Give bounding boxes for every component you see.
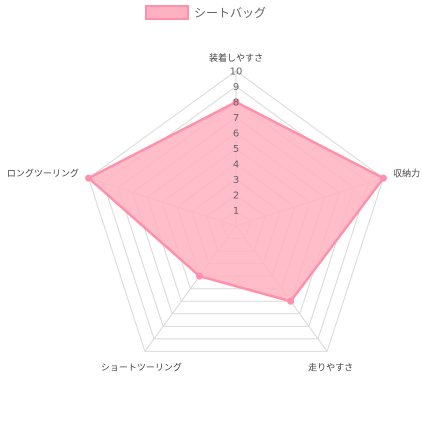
tick-label: 4 [233,160,239,171]
tick-label: 6 [233,129,239,140]
tick-label: 3 [233,175,239,186]
tick-label: 8 [233,98,239,109]
tick-label: 7 [233,113,239,124]
axis-label: ロングツーリング [7,167,79,179]
radar-tick-labels: 1 2 3 4 5 6 7 8 9 10 [230,67,243,218]
tick-label: 1 [233,206,239,217]
tick-label: 10 [230,67,243,78]
axis-label: ショートツーリング [101,361,182,373]
data-point[interactable] [196,272,204,280]
data-point[interactable] [85,174,93,182]
axis-label: 収納力 [393,167,420,179]
series-area [87,100,385,303]
grid-ring [88,70,384,352]
tick-label: 5 [233,144,239,155]
data-point[interactable] [287,297,295,305]
tick-label: 9 [233,82,239,93]
radar-series [85,98,387,305]
legend-label-series: シートバッグ [194,6,266,20]
axis-label: 装着しやすさ [209,52,263,64]
tick-label: 2 [233,191,239,202]
axis-label: 走りやすさ [308,362,353,373]
legend[interactable]: シートバッグ [145,5,266,20]
legend-swatch [145,5,189,20]
data-point[interactable] [379,174,387,182]
data-point[interactable] [232,98,240,106]
